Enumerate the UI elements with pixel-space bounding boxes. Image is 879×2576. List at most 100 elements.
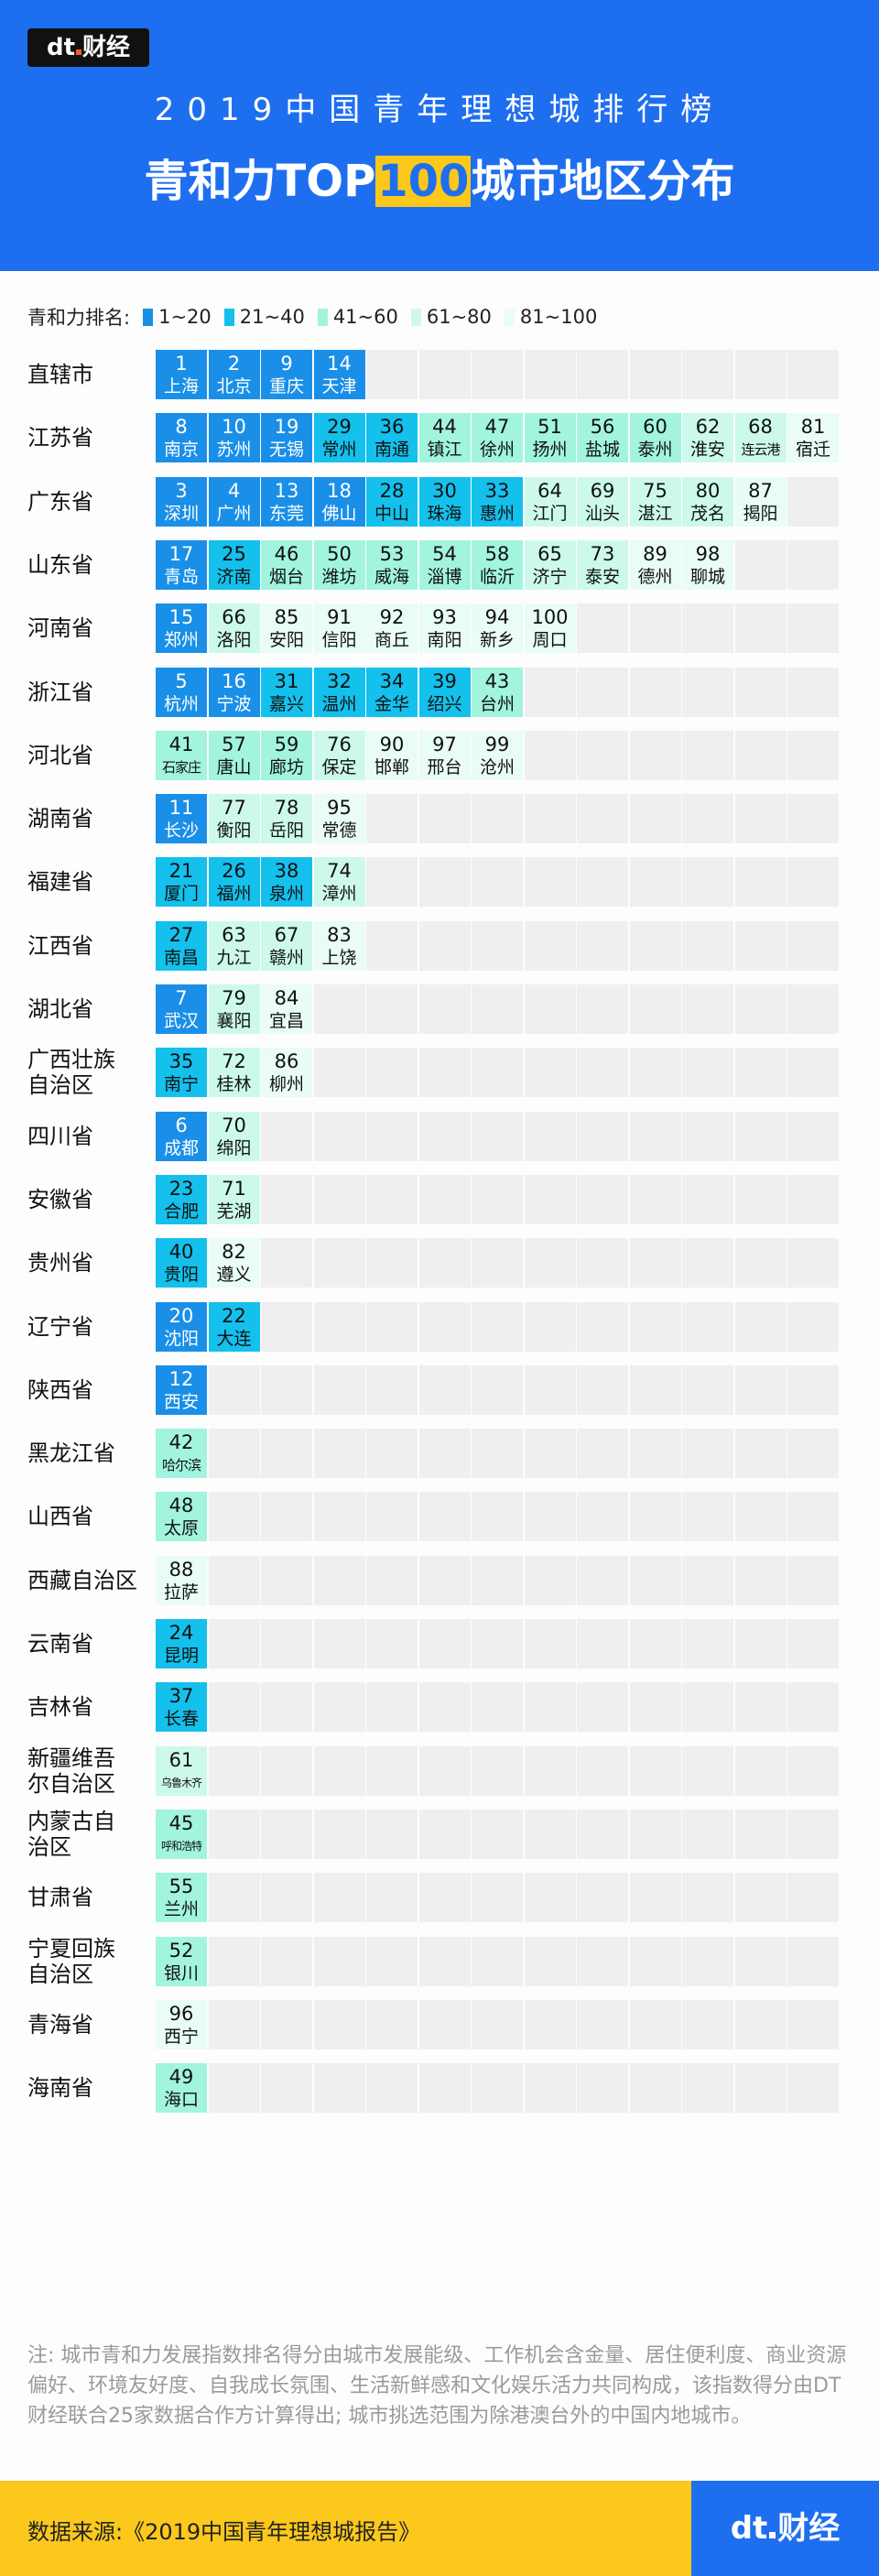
empty-cell bbox=[682, 920, 733, 971]
empty-cell bbox=[577, 1301, 628, 1352]
city-name: 嘉兴 bbox=[268, 693, 304, 714]
legend-swatch bbox=[223, 308, 234, 326]
city-name: 绵阳 bbox=[216, 1137, 252, 1158]
city-cell: 80 茂名 bbox=[682, 476, 733, 527]
empty-cell bbox=[629, 1682, 681, 1733]
city-cell: 92 商丘 bbox=[366, 603, 418, 654]
region-row: 福建省 21 厦门 26 福州 38 泉州 74 漳州 bbox=[0, 857, 879, 908]
empty-cell bbox=[261, 1745, 312, 1796]
city-rank: 91 bbox=[327, 606, 352, 629]
empty-cell bbox=[629, 1111, 681, 1161]
city-cell: 81 宿迁 bbox=[787, 413, 839, 463]
city-name: 潍坊 bbox=[321, 566, 357, 587]
empty-cell bbox=[577, 1682, 628, 1733]
empty-cell bbox=[524, 794, 576, 844]
city-name: 临沂 bbox=[479, 566, 515, 587]
city-rank: 71 bbox=[222, 1177, 246, 1200]
city-name: 南昌 bbox=[163, 947, 199, 968]
data-source: 数据来源:《2019中国青年理想城报告》 bbox=[27, 2519, 421, 2545]
city-cell: 74 漳州 bbox=[313, 857, 365, 908]
empty-cell bbox=[629, 1048, 681, 1098]
empty-cell bbox=[629, 1619, 681, 1668]
city-cell: 23 合肥 bbox=[156, 1174, 207, 1224]
city-cell: 87 揭阳 bbox=[734, 476, 787, 527]
empty-cell bbox=[734, 1364, 787, 1415]
footer-logo: dt 财经 bbox=[691, 2481, 879, 2576]
empty-cell bbox=[313, 1809, 365, 1859]
city-name: 太原 bbox=[163, 1518, 199, 1539]
city-name: 济南 bbox=[216, 566, 252, 587]
empty-cell bbox=[682, 1364, 733, 1415]
city-name: 台州 bbox=[479, 693, 515, 714]
legend-item: 1~20 bbox=[143, 306, 212, 328]
empty-cell bbox=[472, 1174, 523, 1224]
legend-label: 41~60 bbox=[332, 306, 398, 328]
city-cell: 14 天津 bbox=[313, 350, 365, 399]
region-row: 陕西省 12 西安 bbox=[0, 1364, 879, 1415]
empty-cell bbox=[629, 1745, 681, 1796]
city-rank: 63 bbox=[222, 923, 246, 946]
empty-cell bbox=[418, 1429, 471, 1479]
city-name: 德州 bbox=[637, 566, 673, 587]
empty-cell bbox=[524, 1111, 576, 1161]
empty-cell bbox=[366, 984, 418, 1034]
city-cell: 84 宜昌 bbox=[261, 984, 312, 1034]
region-row: 辽宁省 20 沈阳 22 大连 bbox=[0, 1301, 879, 1352]
title-highlight: 100 bbox=[375, 156, 472, 207]
city-name: 天津 bbox=[321, 376, 357, 397]
region-label: 新疆维吾尔自治区 bbox=[27, 1745, 115, 1797]
empty-cell bbox=[261, 1301, 312, 1352]
region-label: 陕西省 bbox=[27, 1376, 93, 1403]
city-cell: 9 重庆 bbox=[261, 350, 312, 399]
city-name: 柳州 bbox=[268, 1074, 304, 1095]
empty-cell bbox=[682, 1745, 733, 1796]
empty-cell bbox=[629, 794, 681, 844]
empty-cell bbox=[472, 1364, 523, 1415]
city-cell: 99 沧州 bbox=[472, 730, 523, 780]
empty-cell bbox=[524, 1301, 576, 1352]
empty-cell bbox=[577, 603, 628, 654]
city-name: 保定 bbox=[321, 756, 357, 777]
empty-cell bbox=[524, 730, 576, 780]
empty-cell bbox=[313, 1048, 365, 1098]
city-name: 威海 bbox=[374, 566, 409, 587]
city-rank: 68 bbox=[748, 416, 773, 439]
city-name: 苏州 bbox=[216, 440, 252, 461]
city-rank: 21 bbox=[168, 860, 194, 883]
city-rank: 48 bbox=[168, 1495, 194, 1517]
city-cell: 44 镇江 bbox=[418, 413, 471, 463]
empty-cell bbox=[629, 1809, 681, 1859]
city-cell: 54 淄博 bbox=[418, 539, 471, 590]
empty-cell bbox=[787, 1999, 839, 2049]
empty-cell bbox=[787, 794, 839, 844]
city-rank: 2 bbox=[227, 353, 241, 375]
city-rank: 100 bbox=[531, 606, 569, 629]
city-cell: 77 衡阳 bbox=[208, 794, 260, 844]
empty-cell bbox=[261, 1555, 312, 1605]
empty-cell bbox=[734, 1745, 787, 1796]
empty-cell bbox=[313, 984, 365, 1034]
city-rank: 92 bbox=[379, 606, 405, 629]
empty-cell bbox=[734, 1555, 787, 1605]
city-rank: 1 bbox=[175, 353, 188, 375]
title-pre: 青和力TOP bbox=[144, 156, 376, 207]
empty-cell bbox=[472, 1048, 523, 1098]
empty-cell bbox=[734, 1111, 787, 1161]
city-name: 漳州 bbox=[321, 884, 357, 905]
region-row: 直辖市 1 上海 2 北京 9 重庆 14 天津 bbox=[0, 350, 879, 399]
city-cell: 78 岳阳 bbox=[261, 794, 312, 844]
city-rank: 76 bbox=[327, 733, 352, 755]
legend-item: 41~60 bbox=[317, 306, 398, 328]
region-label: 四川省 bbox=[27, 1123, 93, 1149]
city-cell: 82 遵义 bbox=[208, 1238, 260, 1288]
city-rank: 96 bbox=[168, 2002, 194, 2025]
empty-cell bbox=[472, 1429, 523, 1479]
region-row: 广东省 3 深圳 4 广州 13 东莞 18 佛山 28 中山 30 珠海 33 惠州 64 江门 69 汕头 75 湛… bbox=[0, 476, 879, 527]
city-name: 佛山 bbox=[321, 503, 357, 524]
empty-cell bbox=[261, 1174, 312, 1224]
legend-label: 61~80 bbox=[426, 306, 492, 328]
city-cell: 27 南昌 bbox=[156, 920, 207, 971]
empty-cell bbox=[418, 1682, 471, 1733]
empty-cell bbox=[418, 350, 471, 399]
city-name: 洛阳 bbox=[216, 630, 252, 651]
